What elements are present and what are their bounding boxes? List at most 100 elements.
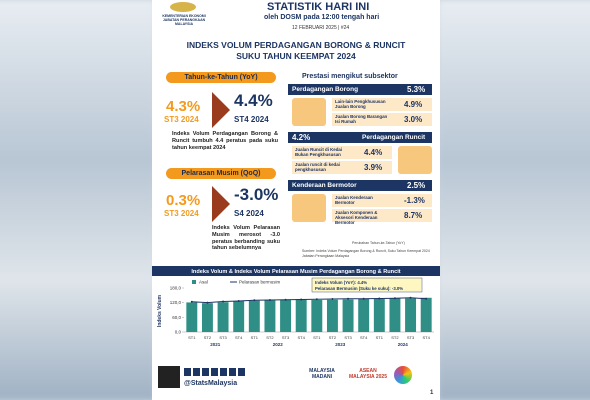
infographic: KEMENTERIAN EKONOMI JABATAN PERANGKAAN MA… [152, 0, 440, 400]
qoq-period: S4 2024 [234, 209, 264, 218]
bar [405, 298, 417, 332]
date: 12 FEBRUARI 2025 [292, 25, 337, 31]
item-value: -1.3% [404, 196, 425, 205]
item-name: Jualan Runcit di Kedai Bukan Pengkhususa… [295, 147, 343, 157]
y-tick-label: 180,0 [170, 286, 182, 291]
chart: Indeks Volum & Indeks Volum Pelarasan Mu… [152, 266, 440, 347]
x-tick-label: ST2 [266, 335, 274, 340]
chart-title: Indeks Volum & Indeks Volum Pelarasan Mu… [191, 269, 400, 275]
yoy-period: ST4 2024 [234, 115, 269, 124]
point [393, 297, 396, 300]
item-value: 4.4% [364, 148, 383, 157]
issue: #24 [340, 25, 350, 31]
line [191, 297, 427, 304]
ministry-name: KEMENTERIAN EKONOMI [162, 14, 206, 18]
social-icons [184, 368, 246, 376]
item-name: Jualan runcit di kedai pengkhususan [295, 162, 340, 172]
item-box [332, 209, 432, 222]
blurred-bg [438, 0, 590, 400]
item-box [332, 194, 432, 207]
bar [311, 299, 323, 332]
item-name: Jualan Komponen & Aksesori Kenderaan Ber… [335, 210, 378, 225]
logo-asean: ASEAN MALAYSIA 2025 [349, 368, 387, 380]
illustration [292, 98, 326, 126]
bar [280, 299, 292, 332]
department-name: JABATAN PERANGKAAN MALAYSIA [162, 18, 206, 26]
bar [217, 302, 229, 332]
qoq-label: Pelarasan Musim (QoQ) [166, 168, 276, 179]
point [222, 300, 225, 303]
annotation: Pelarasan Bermusim (Suku ke suku): -3.0% [315, 286, 403, 291]
group-value: 2.5% [407, 181, 426, 190]
x-tick-label: ST3 [282, 335, 290, 340]
x-tick-label: ST2 [204, 335, 212, 340]
point [409, 296, 412, 299]
qoq-value: -3.0% [234, 185, 279, 204]
x-tick-label: ST2 [329, 335, 337, 340]
x-tick-label: ST1 [313, 335, 321, 340]
page-number: 1 [430, 390, 434, 396]
group-bar [288, 180, 432, 191]
chart-title-bar [152, 266, 440, 276]
point [315, 298, 318, 301]
y-tick-label: 120,0 [170, 300, 182, 305]
crest [170, 2, 196, 12]
illustration [292, 194, 326, 222]
x-tick-label: ST3 [344, 335, 352, 340]
headline: INDEKS VOLUM PERDAGANGAN BORONG & RUNCIT… [152, 40, 440, 62]
item-value: 3.0% [404, 115, 423, 124]
yoy-value: 4.4% [234, 91, 273, 110]
item-value: 3.9% [364, 163, 383, 172]
x-tick-label: ST1 [188, 335, 196, 340]
x-tick-label: ST1 [251, 335, 259, 340]
header-title: STATISTIK HARI INI [267, 1, 370, 13]
year-label: 2021 [210, 342, 221, 347]
qoq-prev: 0.3% [166, 192, 201, 209]
bar [389, 298, 401, 332]
arrow [212, 92, 230, 128]
group-name: Kenderaan Bermotor [292, 182, 357, 189]
year-label: 2024 [398, 342, 409, 347]
item-name: Jualan Kenderaan Bermotor [335, 195, 373, 205]
group-name: Perdagangan Runcit [362, 134, 426, 141]
yoy-prev: 4.3% [166, 98, 201, 115]
item-value: 4.9% [404, 100, 423, 109]
arrow [212, 186, 230, 222]
x-tick-label: ST1 [376, 335, 384, 340]
point [300, 298, 303, 301]
qoq-prev-period: ST3 2024 [164, 209, 199, 218]
item-box [332, 98, 432, 111]
legend-label: Asal [199, 280, 208, 285]
year-label: 2022 [273, 342, 284, 347]
legend-swatch [192, 280, 196, 284]
bar [264, 300, 276, 332]
point [268, 298, 271, 301]
yoy-text: Indeks Volum Perdagangan Borong & Runcit… [172, 131, 278, 151]
x-tick-label: ST4 [298, 335, 306, 340]
ministry: KEMENTERIAN EKONOMI JABATAN PERANGKAAN MA… [154, 14, 214, 26]
point [237, 299, 240, 302]
x-tick-label: ST3 [407, 335, 415, 340]
point [425, 297, 428, 300]
item-box [332, 113, 432, 126]
bar [358, 299, 370, 332]
bar [248, 300, 260, 332]
yoy-prev-period: ST3 2024 [164, 115, 199, 124]
year-label: 2023 [335, 342, 346, 347]
item-name: Lain-lain Pengkhususan Jualan Borong [335, 99, 386, 109]
point [253, 299, 256, 302]
logo-madani: MALAYSIA MADANI [309, 368, 335, 380]
source: Sumber: Indeks Volum Perdagangan Borong … [302, 249, 430, 258]
group-value: 4.2% [292, 133, 311, 142]
handle: @StatsMalaysia [184, 380, 238, 387]
bar [420, 297, 432, 332]
group-bar [288, 132, 432, 143]
item-name: Jualan Borong Barangan Isi Rumah [335, 114, 388, 124]
subsector-title: Prestasi mengikut subsektor [302, 73, 398, 80]
y-tick-label: 0,0 [175, 330, 182, 335]
annotation: Indeks Volum (YoY): 4.4% [315, 280, 367, 285]
point [284, 298, 287, 301]
bar [201, 303, 213, 332]
x-tick-label: ST4 [235, 335, 243, 340]
